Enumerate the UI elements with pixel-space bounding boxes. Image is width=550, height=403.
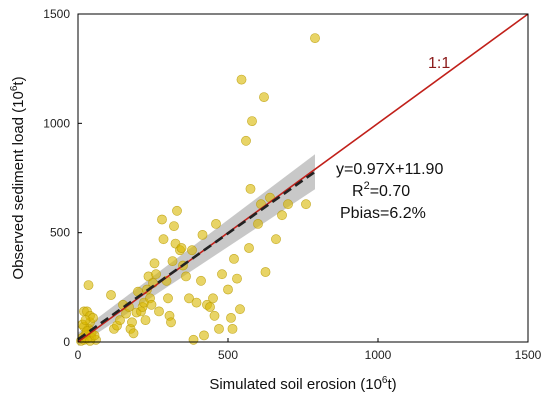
data-point	[127, 317, 137, 328]
data-point	[227, 323, 238, 334]
x-tick-label: 1500	[515, 348, 542, 362]
data-point	[199, 330, 209, 341]
data-point	[181, 271, 191, 282]
data-point	[247, 116, 257, 126]
regression-line	[77, 170, 316, 341]
y-axis-title-superscript: 6	[9, 85, 20, 91]
data-point	[277, 210, 287, 221]
data-point	[301, 199, 311, 210]
data-point	[167, 256, 178, 266]
r-squared-value: =0.70	[370, 183, 411, 200]
data-point	[208, 293, 218, 304]
data-point	[115, 315, 125, 325]
data-point	[229, 253, 239, 264]
data-point	[172, 205, 182, 216]
reference-line-label: 1:1	[428, 55, 450, 72]
data-point	[187, 245, 197, 256]
x-tick-label: 0	[75, 348, 82, 362]
data-point	[149, 258, 160, 269]
y-tick-label: 500	[50, 226, 70, 240]
data-point	[241, 135, 251, 146]
y-axis-title: Observed sediment load (106t)	[9, 76, 27, 279]
data-point	[214, 323, 224, 334]
data-point	[232, 273, 242, 284]
one-to-one-line	[77, 13, 529, 343]
data-point	[310, 33, 320, 43]
x-axis-title-base: Simulated soil erosion (10	[209, 376, 382, 393]
data-point	[163, 293, 173, 304]
data-point	[197, 229, 208, 240]
data-point	[260, 267, 271, 277]
r-squared-prefix: R	[352, 183, 364, 200]
x-tick-label: 500	[218, 348, 238, 362]
data-point	[236, 74, 247, 85]
y-axis-title-base: Observed sediment load (10	[10, 91, 27, 279]
y-tick-label: 1500	[43, 7, 70, 21]
data-point	[169, 221, 179, 231]
data-point	[211, 218, 221, 229]
data-point	[154, 306, 164, 317]
r-squared: R2=0.70	[352, 180, 410, 200]
data-point	[245, 183, 256, 194]
data-point	[244, 243, 254, 253]
x-tick-label: 1000	[365, 348, 392, 362]
data-point	[166, 317, 176, 328]
y-tick-label: 1000	[43, 116, 70, 130]
plot-frame	[77, 13, 529, 343]
data-point	[146, 299, 157, 310]
data-point	[235, 304, 245, 315]
data-point	[151, 269, 161, 280]
data-point	[128, 328, 139, 339]
data-point	[191, 297, 202, 308]
data-point	[80, 315, 91, 325]
data-point	[271, 234, 281, 245]
x-axis-title-superscript: 6	[382, 375, 388, 386]
data-point	[106, 290, 116, 300]
data-point	[196, 275, 206, 286]
data-point	[253, 218, 263, 229]
pbias: Pbias=6.2%	[340, 205, 426, 222]
data-point	[157, 214, 167, 225]
data-point	[217, 269, 227, 280]
data-point	[259, 92, 269, 102]
y-tick-label: 0	[63, 335, 70, 349]
x-axis-title-tail: t)	[387, 376, 396, 393]
r-squared-superscript: 2	[364, 180, 370, 192]
data-point	[176, 243, 187, 253]
data-point	[283, 199, 293, 210]
data-point	[205, 302, 215, 312]
data-point	[223, 284, 233, 295]
data-point	[140, 315, 151, 325]
fit-equation: y=0.97X+11.90	[336, 161, 443, 178]
ticks-layer: 0 500 1000 1500 0 500 1000 1500	[43, 7, 541, 362]
data-point	[188, 334, 199, 345]
x-axis-title: Simulated soil erosion (106t)	[209, 375, 396, 393]
data-point	[226, 312, 236, 323]
data-point	[184, 293, 194, 304]
data-point	[83, 280, 94, 290]
data-point	[209, 310, 220, 321]
lines-layer	[77, 13, 529, 343]
y-axis-title-tail: t)	[10, 76, 27, 85]
data-point	[158, 234, 169, 245]
